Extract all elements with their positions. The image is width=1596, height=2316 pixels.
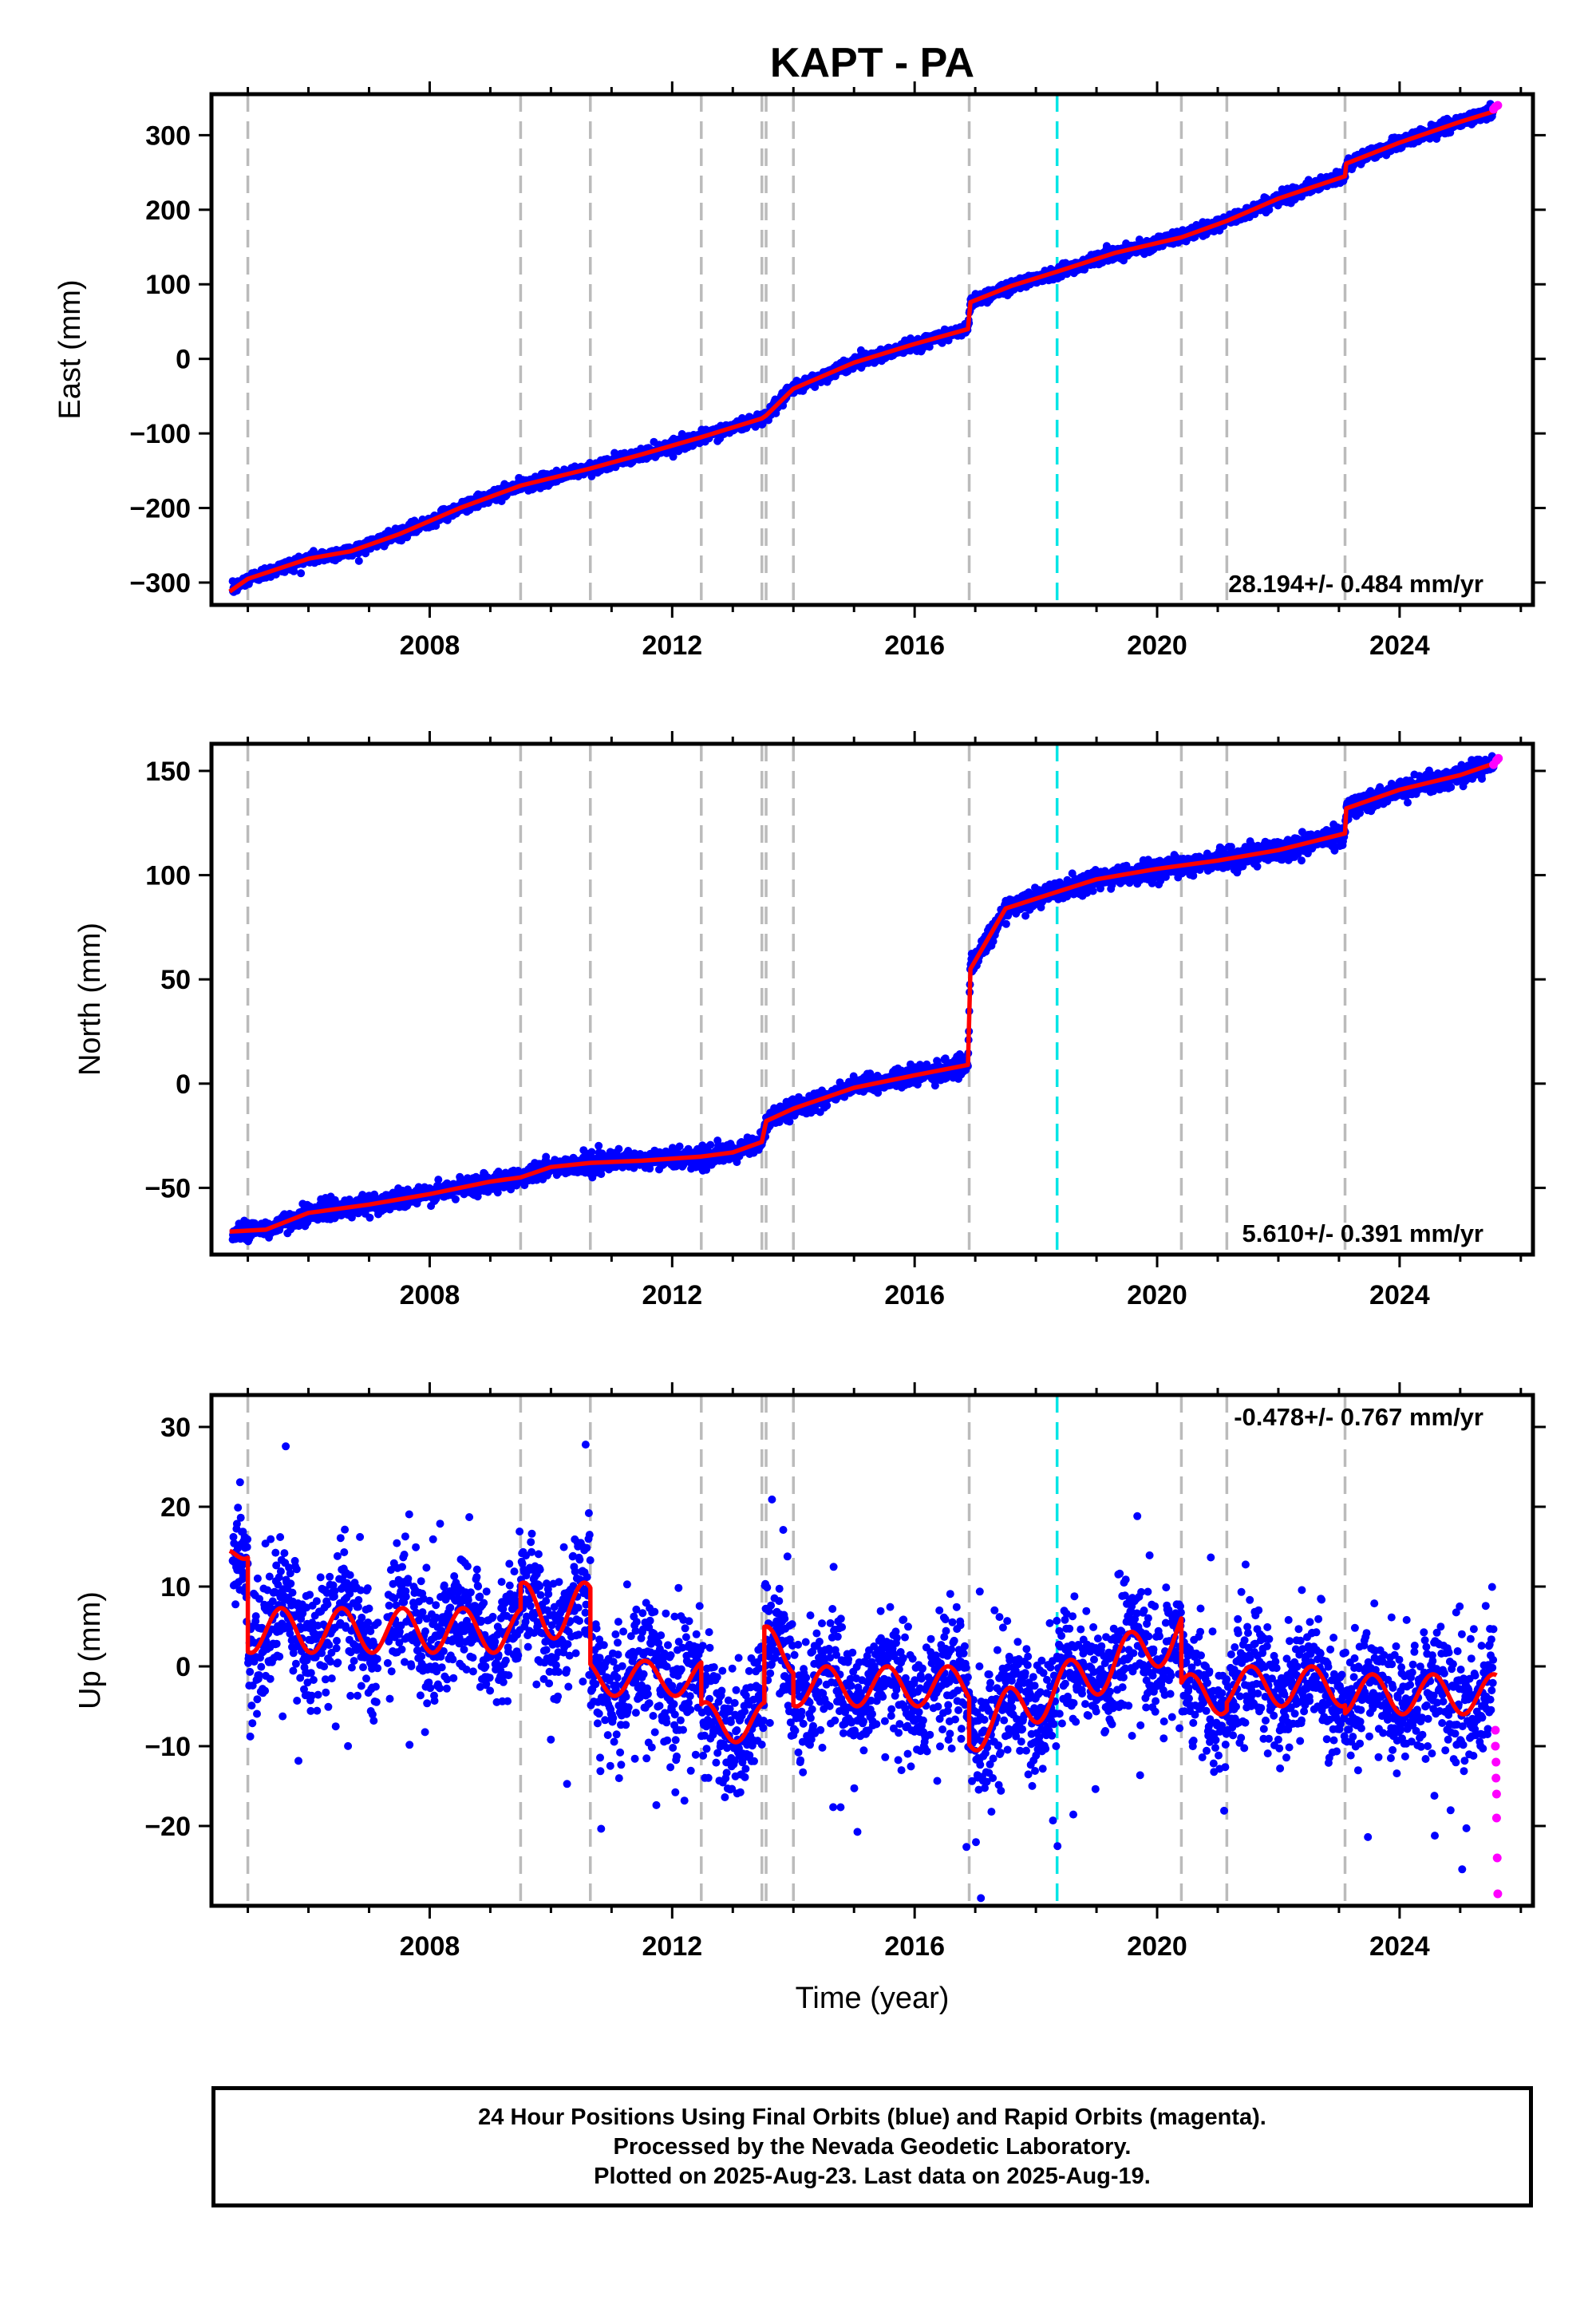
model-curve xyxy=(228,108,1498,594)
x-tick-label: 2016 xyxy=(884,630,945,661)
data-point xyxy=(614,1144,623,1153)
data-point xyxy=(811,383,820,391)
figure-title: KAPT - PA xyxy=(770,40,974,86)
y-tick-label: 200 xyxy=(145,196,191,226)
final-orbit-points xyxy=(228,100,1498,596)
x-tick-label: 2024 xyxy=(1369,630,1430,661)
data-point xyxy=(675,1142,684,1151)
data-point xyxy=(595,1141,603,1150)
y-tick-label: 300 xyxy=(145,121,191,151)
rapid-point xyxy=(1493,101,1503,110)
data-point xyxy=(354,556,363,565)
data-point xyxy=(1265,205,1274,214)
x-tick-label: 2008 xyxy=(400,630,460,661)
final-orbit-points xyxy=(228,752,1498,1246)
data-point xyxy=(365,1213,374,1222)
y-tick-label: −200 xyxy=(129,494,191,524)
data-point xyxy=(597,1170,606,1179)
y-tick-label: −300 xyxy=(129,568,191,599)
panel-east: 2008 2012 2016 2020 2024 −300 −200 −100 0 100 200 3… xyxy=(53,81,1546,661)
data-point xyxy=(1102,242,1111,251)
x-tick-label: 2020 xyxy=(1127,630,1187,661)
y-tick-label: −100 xyxy=(129,419,191,449)
data-point xyxy=(587,1148,596,1156)
y-tick-label: 100 xyxy=(145,270,191,300)
data-point xyxy=(451,1195,460,1203)
x-tick-label: 2012 xyxy=(642,630,703,661)
y-tick-label: 0 xyxy=(176,345,191,375)
rapid-orbit-points xyxy=(1489,101,1503,114)
rate-label: 28.194+/- 0.484 mm/yr xyxy=(1228,570,1483,598)
data-point xyxy=(297,569,306,578)
y-axis-label: East (mm) xyxy=(53,279,87,419)
data-point xyxy=(493,1188,502,1197)
data-point xyxy=(669,453,678,461)
data-point xyxy=(434,1176,443,1184)
panel-frame xyxy=(209,92,1535,607)
